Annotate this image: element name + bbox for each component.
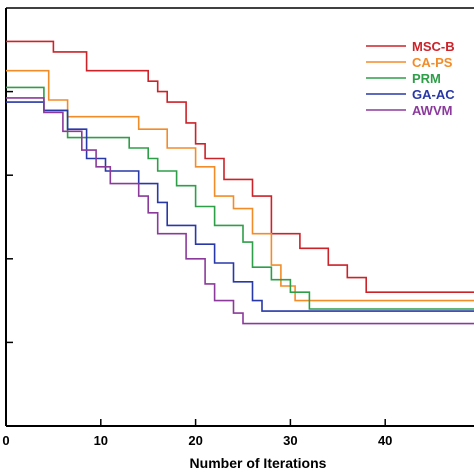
x-tick-label: 30 [283,433,297,448]
x-axis-label: Number of Iterations [190,455,327,471]
series-line-ga-ac [6,101,474,312]
series-line-prm [6,86,474,310]
legend-label: GA-AC [412,87,455,102]
series-line-awvm [6,97,474,325]
legend-label: MSC-B [412,39,455,54]
x-tick-label: 10 [94,433,108,448]
x-tick-label: 40 [378,433,392,448]
legend-label: AWVM [412,103,452,118]
legend-label: PRM [412,71,441,86]
x-tick-label: 0 [2,433,9,448]
x-tick-label: 20 [188,433,202,448]
series-line-msc-b [6,40,474,294]
series-line-ca-ps [6,69,474,302]
legend-label: CA-PS [412,55,453,70]
